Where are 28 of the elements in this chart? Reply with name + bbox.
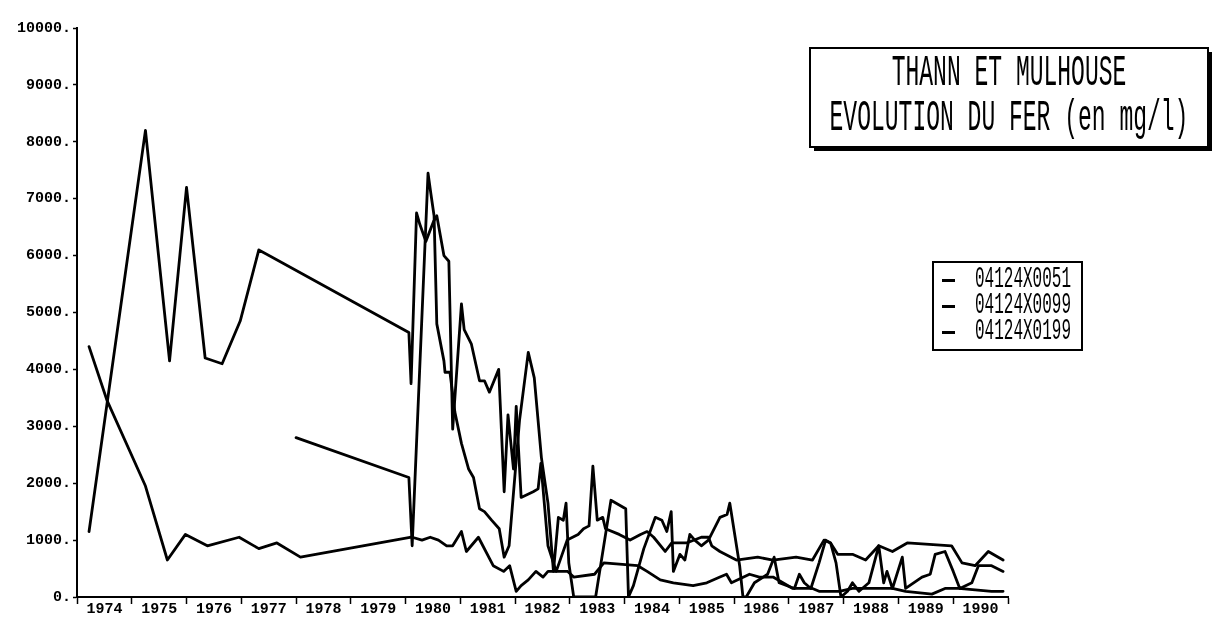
x-tick-label: 1983	[579, 600, 616, 618]
x-tick-label: 1990	[962, 600, 999, 618]
y-tick-label: 5000.	[25, 304, 71, 322]
x-tick-label: 1979	[360, 600, 397, 618]
x-tick-label: 1988	[853, 600, 890, 618]
x-tick-label: 1974	[86, 600, 123, 618]
x-tick-label: 1989	[907, 600, 944, 618]
y-tick-label: 10000.	[16, 19, 71, 37]
y-tick-label: 6000.	[25, 247, 71, 265]
x-tick-label: 1976	[195, 600, 232, 618]
y-tick-label: 2000.	[25, 474, 71, 492]
x-tick-label: 1986	[743, 600, 780, 618]
x-tick-label: 1985	[688, 600, 725, 618]
x-tick-label: 1977	[250, 600, 287, 618]
x-tick-label: 1987	[798, 600, 835, 618]
y-tick-label: 8000.	[25, 133, 71, 151]
x-tick-label: 1981	[469, 600, 506, 618]
y-tick-label: 1000.	[25, 531, 71, 549]
x-tick-label: 1978	[305, 600, 342, 618]
y-tick-label: 9000.	[25, 76, 71, 94]
x-tick-label: 1984	[634, 600, 671, 618]
x-tick-label: 1982	[524, 600, 561, 618]
x-tick-label: 1980	[414, 600, 451, 618]
y-tick-label: 4000.	[25, 361, 71, 379]
y-tick-label: 3000.	[25, 418, 71, 436]
x-tick-label: 1975	[141, 600, 178, 618]
y-tick-label: 7000.	[25, 190, 71, 208]
y-tick-label: 0.	[52, 588, 71, 606]
